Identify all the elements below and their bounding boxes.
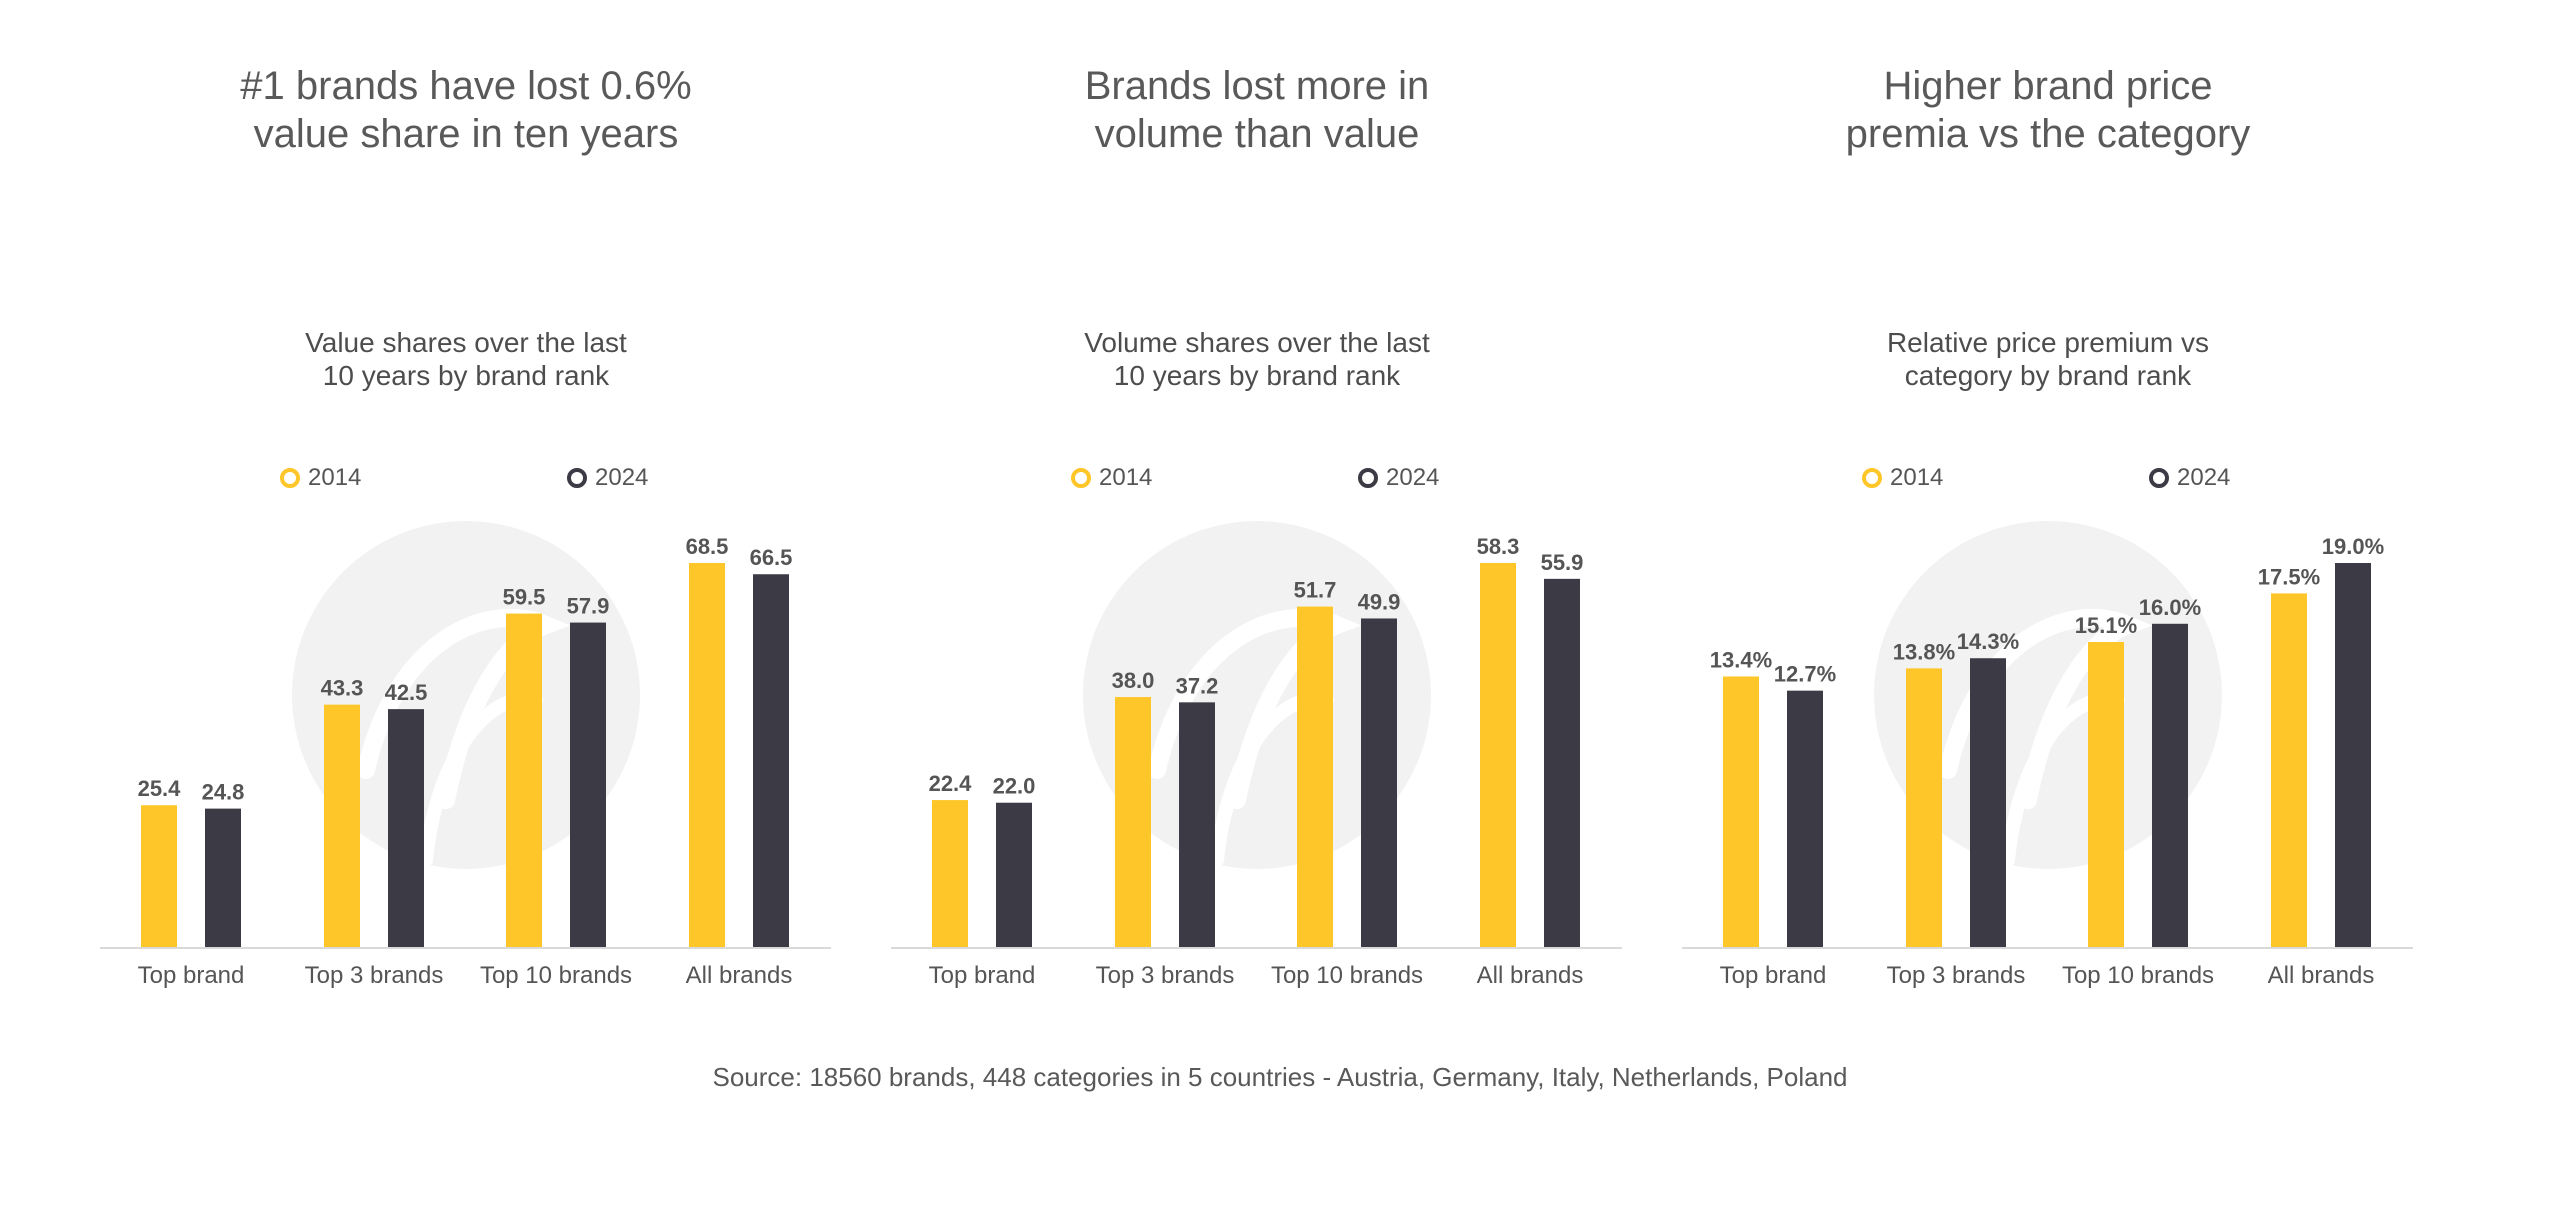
x-tick-label: Top 10 brands (2062, 962, 2214, 989)
data-label: 66.5 (750, 545, 793, 570)
bar-chart: 22.4 22.0 Top brand 38.0 37.2 Top 3 brands 51.… (891, 521, 1622, 989)
legend-item-2024: 2024 (1358, 464, 1439, 492)
x-tick-label: Top brand (1720, 962, 1827, 989)
chart-legend: 2014 2024 (857, 464, 1657, 494)
bar-2024-all-brands (1544, 578, 1580, 948)
chart-legend: 2014 2024 (1648, 464, 2448, 494)
bar-2014-top-brand (932, 800, 968, 948)
bar-2024-top-10-brands (570, 622, 606, 948)
legend-item-2024: 2024 (2149, 464, 2230, 492)
data-label: 24.8 (202, 780, 245, 805)
x-tick-label: Top 3 brands (305, 962, 444, 989)
data-label: 55.9 (1541, 550, 1584, 575)
panel-title: #1 brands have lost 0.6% value share in … (240, 64, 692, 156)
legend-label-2014: 2014 (1890, 464, 1944, 491)
bar-2024-top-brand (996, 802, 1032, 948)
bar-2024-top-3-brands (388, 709, 424, 948)
data-label: 57.9 (567, 594, 610, 619)
legend-label-2024: 2024 (595, 464, 649, 491)
bar-2024-top-3-brands (1179, 702, 1215, 948)
bar-2024-top-brand (205, 808, 241, 948)
legend-item-2014: 2014 (280, 464, 361, 492)
panel-title: Brands lost more in volume than value (1084, 64, 1430, 156)
legend-marker-2024 (567, 468, 587, 488)
bar-2014-all-brands (1480, 563, 1516, 948)
data-label: 43.3 (321, 676, 364, 701)
data-label: 15.1% (2075, 613, 2137, 638)
data-label: 22.4 (929, 771, 973, 796)
x-tick-label: Top 3 brands (1887, 962, 2026, 989)
chart-title: Volume shares over the last 10 years by … (1084, 327, 1430, 391)
data-label: 37.2 (1176, 673, 1219, 698)
data-label: 17.5% (2258, 564, 2320, 589)
panel-title: Higher brand price premia vs the categor… (1845, 64, 2251, 156)
bar-2014-top-10-brands (506, 613, 542, 948)
chart-title: Value shares over the last 10 years by b… (305, 327, 627, 391)
x-tick-label: Top 3 brands (1096, 962, 1235, 989)
bar-2014-top-3-brands (1906, 668, 1942, 948)
x-tick-label: All brands (2268, 962, 2375, 989)
data-label: 58.3 (1477, 534, 1520, 559)
legend-label-2014: 2014 (308, 464, 362, 491)
data-label: 13.4% (1710, 647, 1772, 672)
x-tick-label: All brands (686, 962, 793, 989)
data-label: 59.5 (503, 585, 546, 610)
x-tick-label: Top brand (138, 962, 245, 989)
legend-marker-2014 (280, 468, 300, 488)
data-label: 19.0% (2322, 534, 2384, 559)
data-label: 14.3% (1957, 629, 2019, 654)
chart-legend: 2014 2024 (66, 464, 866, 494)
bar-2014-top-brand (141, 805, 177, 948)
bar-2024-top-10-brands (2152, 623, 2188, 948)
data-label: 38.0 (1112, 668, 1155, 693)
data-label: 12.7% (1774, 662, 1836, 687)
legend-label-2014: 2014 (1099, 464, 1153, 491)
legend-marker-2014 (1862, 468, 1882, 488)
legend-item-2014: 2014 (1862, 464, 1943, 492)
bar-2014-top-brand (1723, 676, 1759, 948)
bar-2014-top-10-brands (1297, 606, 1333, 948)
data-label: 16.0% (2139, 595, 2201, 620)
legend-item-2014: 2014 (1071, 464, 1152, 492)
data-label: 22.0 (993, 774, 1036, 799)
data-label: 68.5 (686, 534, 729, 559)
bar-2024-all-brands (753, 574, 789, 948)
legend-marker-2024 (1358, 468, 1378, 488)
bar-2014-top-10-brands (2088, 642, 2124, 948)
data-label: 13.8% (1893, 639, 1955, 664)
bar-2024-all-brands (2335, 563, 2371, 948)
bar-2014-top-3-brands (1115, 697, 1151, 948)
legend-marker-2014 (1071, 468, 1091, 488)
legend-label-2024: 2024 (2177, 464, 2231, 491)
data-label: 49.9 (1358, 589, 1401, 614)
data-label: 25.4 (138, 776, 182, 801)
legend-item-2024: 2024 (567, 464, 648, 492)
chart-panel-volume: Brands lost more in volume than value Vo… (857, 0, 1657, 1050)
bar-chart: 25.4 24.8 Top brand 43.3 42.5 Top 3 brands 59.… (100, 521, 831, 989)
chart-panel-value: #1 brands have lost 0.6% value share in … (66, 0, 866, 1050)
chart-title: Relative price premium vs category by br… (1886, 327, 2210, 391)
bar-2024-top-3-brands (1970, 658, 2006, 948)
bar-2014-all-brands (689, 563, 725, 948)
bar-chart: 13.4%12.7% Top brand 13.8% 14.3% Top 3 brand… (1682, 521, 2413, 989)
legend-marker-2024 (2149, 468, 2169, 488)
x-tick-label: All brands (1477, 962, 1584, 989)
x-tick-label: Top brand (929, 962, 1036, 989)
bar-2014-all-brands (2271, 593, 2307, 948)
source-note: Source: 18560 brands, 448 categories in … (712, 1062, 1848, 1092)
bar-2014-top-3-brands (324, 704, 360, 948)
chart-panel-price-premium: Higher brand price premia vs the categor… (1648, 0, 2448, 1050)
data-label: 51.7 (1294, 578, 1337, 603)
x-tick-label: Top 10 brands (480, 962, 632, 989)
legend-label-2024: 2024 (1386, 464, 1440, 491)
bar-2024-top-brand (1787, 690, 1823, 948)
data-label: 42.5 (385, 680, 428, 705)
bar-2024-top-10-brands (1361, 618, 1397, 948)
x-tick-label: Top 10 brands (1271, 962, 1423, 989)
